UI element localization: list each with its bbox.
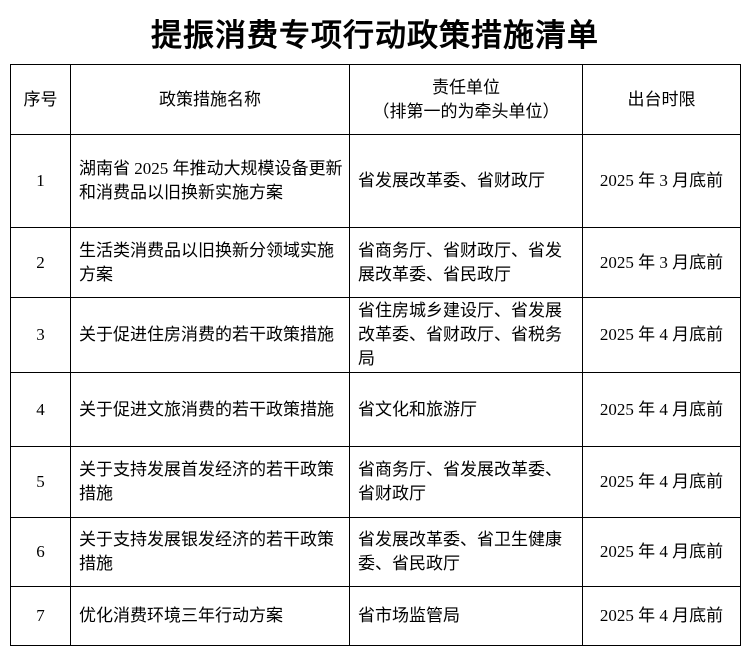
table-row: 4 关于促进文旅消费的若干政策措施 省文化和旅游厅 2025 年 4 月底前 — [10, 372, 741, 447]
table-row: 2 生活类消费品以旧换新分领域实施方案 省商务厅、省财政厅、省发展改革委、省民政… — [10, 227, 741, 298]
row-name: 优化消费环境三年行动方案 — [70, 586, 350, 646]
row-dept: 省商务厅、省发展改革委、省财政厅 — [349, 446, 583, 518]
header-row: 序号 政策措施名称 责任单位 （排第一的为牵头单位） 出台时限 — [10, 64, 741, 135]
row-deadline: 2025 年 4 月底前 — [582, 372, 741, 447]
header-dept-line1: 责任单位 — [432, 77, 500, 98]
row-deadline: 2025 年 3 月底前 — [582, 134, 741, 228]
table-row: 1 湖南省 2025 年推动大规模设备更新和消费品以旧换新实施方案 省发展改革委… — [10, 134, 741, 228]
row-deadline: 2025 年 3 月底前 — [582, 227, 741, 298]
row-dept: 省文化和旅游厅 — [349, 372, 583, 447]
row-name: 湖南省 2025 年推动大规模设备更新和消费品以旧换新实施方案 — [70, 134, 350, 228]
table-row: 3 关于促进住房消费的若干政策措施 省住房城乡建设厅、省发展改革委、省财政厅、省… — [10, 297, 741, 373]
row-dept: 省市场监管局 — [349, 586, 583, 646]
page-title: 提振消费专项行动政策措施清单 — [151, 18, 599, 54]
row-dept: 省住房城乡建设厅、省发展改革委、省财政厅、省税务局 — [349, 297, 583, 373]
row-name: 关于促进文旅消费的若干政策措施 — [70, 372, 350, 447]
row-no: 6 — [10, 517, 71, 587]
row-name: 关于促进住房消费的若干政策措施 — [70, 297, 350, 373]
row-dept: 省商务厅、省财政厅、省发展改革委、省民政厅 — [349, 227, 583, 298]
policy-table: 序号 政策措施名称 责任单位 （排第一的为牵头单位） 出台时限 1 湖南省 202… — [10, 64, 741, 646]
row-no: 7 — [10, 586, 71, 646]
header-deadline: 出台时限 — [582, 64, 741, 135]
row-no: 3 — [10, 297, 71, 373]
row-name: 生活类消费品以旧换新分领域实施方案 — [70, 227, 350, 298]
header-dept-line2: （排第一的为牵头单位） — [372, 101, 560, 122]
row-no: 4 — [10, 372, 71, 447]
row-name: 关于支持发展首发经济的若干政策措施 — [70, 446, 350, 518]
row-no: 1 — [10, 134, 71, 228]
row-dept: 省发展改革委、省财政厅 — [349, 134, 583, 228]
row-deadline: 2025 年 4 月底前 — [582, 586, 741, 646]
table-row: 7 优化消费环境三年行动方案 省市场监管局 2025 年 4 月底前 — [10, 586, 741, 646]
row-deadline: 2025 年 4 月底前 — [582, 517, 741, 587]
row-dept: 省发展改革委、省卫生健康委、省民政厅 — [349, 517, 583, 587]
row-name: 关于支持发展银发经济的若干政策措施 — [70, 517, 350, 587]
row-no: 2 — [10, 227, 71, 298]
row-deadline: 2025 年 4 月底前 — [582, 297, 741, 373]
header-name: 政策措施名称 — [70, 64, 350, 135]
row-no: 5 — [10, 446, 71, 518]
header-no: 序号 — [10, 64, 71, 135]
table-row: 5 关于支持发展首发经济的若干政策措施 省商务厅、省发展改革委、省财政厅 202… — [10, 446, 741, 518]
table-row: 6 关于支持发展银发经济的若干政策措施 省发展改革委、省卫生健康委、省民政厅 2… — [10, 517, 741, 587]
row-deadline: 2025 年 4 月底前 — [582, 446, 741, 518]
header-dept: 责任单位 （排第一的为牵头单位） — [349, 64, 583, 135]
